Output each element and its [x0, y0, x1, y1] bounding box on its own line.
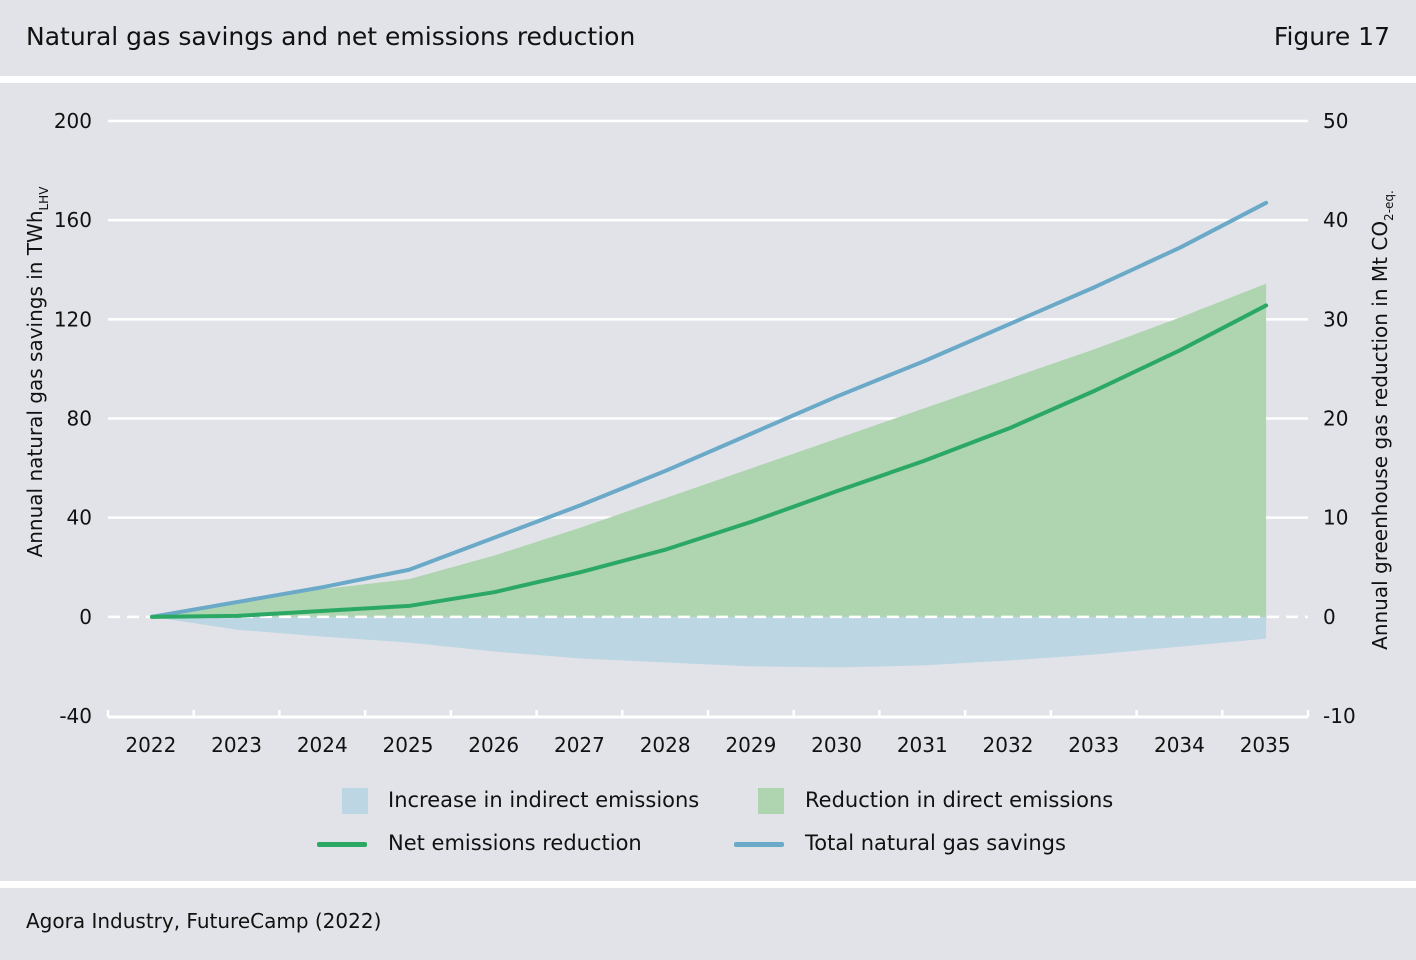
x-tick-label: 2030	[811, 733, 862, 757]
y-tick-right-label: 10	[1323, 506, 1348, 530]
y-tick-right-label: 40	[1323, 208, 1348, 232]
x-axis-ticks: 2022 2023 2024 2025 2026 2027 2028 2029 2030 2031…	[125, 733, 1290, 757]
y-axis-left-ticks: -40 0 40 80 120 160 200	[54, 109, 92, 728]
y-tick-right-label: 30	[1323, 307, 1348, 331]
x-tick-label: 2022	[125, 733, 176, 757]
footer-divider	[0, 881, 1416, 888]
x-tick-label: 2026	[468, 733, 519, 757]
x-tick-label: 2024	[297, 733, 348, 757]
gridlines	[108, 119, 1308, 519]
y-axis-left-label: Annual natural gas savings in TWhLHV	[23, 186, 51, 558]
line-net-emissions-reduction	[150, 303, 1269, 619]
x-tick-label: 2032	[983, 733, 1034, 757]
x-tick-label: 2023	[211, 733, 262, 757]
y-axis-right-ticks: -10 0 10 20 30 40 50	[1323, 109, 1356, 728]
area-reduction-direct-emissions	[152, 283, 1267, 617]
x-tick-label: 2027	[554, 733, 605, 757]
areas	[152, 283, 1267, 668]
y-axis-right-label: Annual greenhouse gas reduction in Mt CO…	[1368, 190, 1396, 650]
y-tick-right-label: 50	[1323, 109, 1348, 133]
header: Natural gas savings and net emissions re…	[0, 0, 1416, 78]
y-tick-left-label: 80	[67, 407, 92, 431]
line-total-natural-gas-savings	[150, 200, 1269, 619]
y-tick-right-label: -10	[1323, 704, 1356, 728]
chart-title: Natural gas savings and net emissions re…	[26, 22, 636, 51]
x-tick-label: 2028	[640, 733, 691, 757]
x-tick-label: 2029	[725, 733, 776, 757]
source-note: Agora Industry, FutureCamp (2022)	[26, 909, 382, 933]
y-tick-right-label: 20	[1323, 407, 1348, 431]
x-tick-label: 2033	[1068, 733, 1119, 757]
x-tick-label: 2031	[897, 733, 948, 757]
x-tick-label: 2034	[1154, 733, 1205, 757]
x-tick-label: 2035	[1240, 733, 1291, 757]
x-tick-label: 2025	[383, 733, 434, 757]
figure-label: Figure 17	[1273, 22, 1390, 51]
y-tick-left-label: 0	[79, 605, 92, 629]
x-axis	[106, 710, 1310, 719]
y-tick-left-label: -40	[59, 704, 92, 728]
y-tick-left-label: 120	[54, 307, 92, 331]
y-tick-left-label: 160	[54, 208, 92, 232]
y-tick-left-label: 200	[54, 109, 92, 133]
y-tick-left-label: 40	[67, 506, 92, 530]
area-increase-indirect-emissions	[152, 616, 1267, 668]
y-tick-right-label: 0	[1323, 605, 1336, 629]
series-lines	[150, 200, 1269, 619]
header-divider	[0, 76, 1416, 83]
